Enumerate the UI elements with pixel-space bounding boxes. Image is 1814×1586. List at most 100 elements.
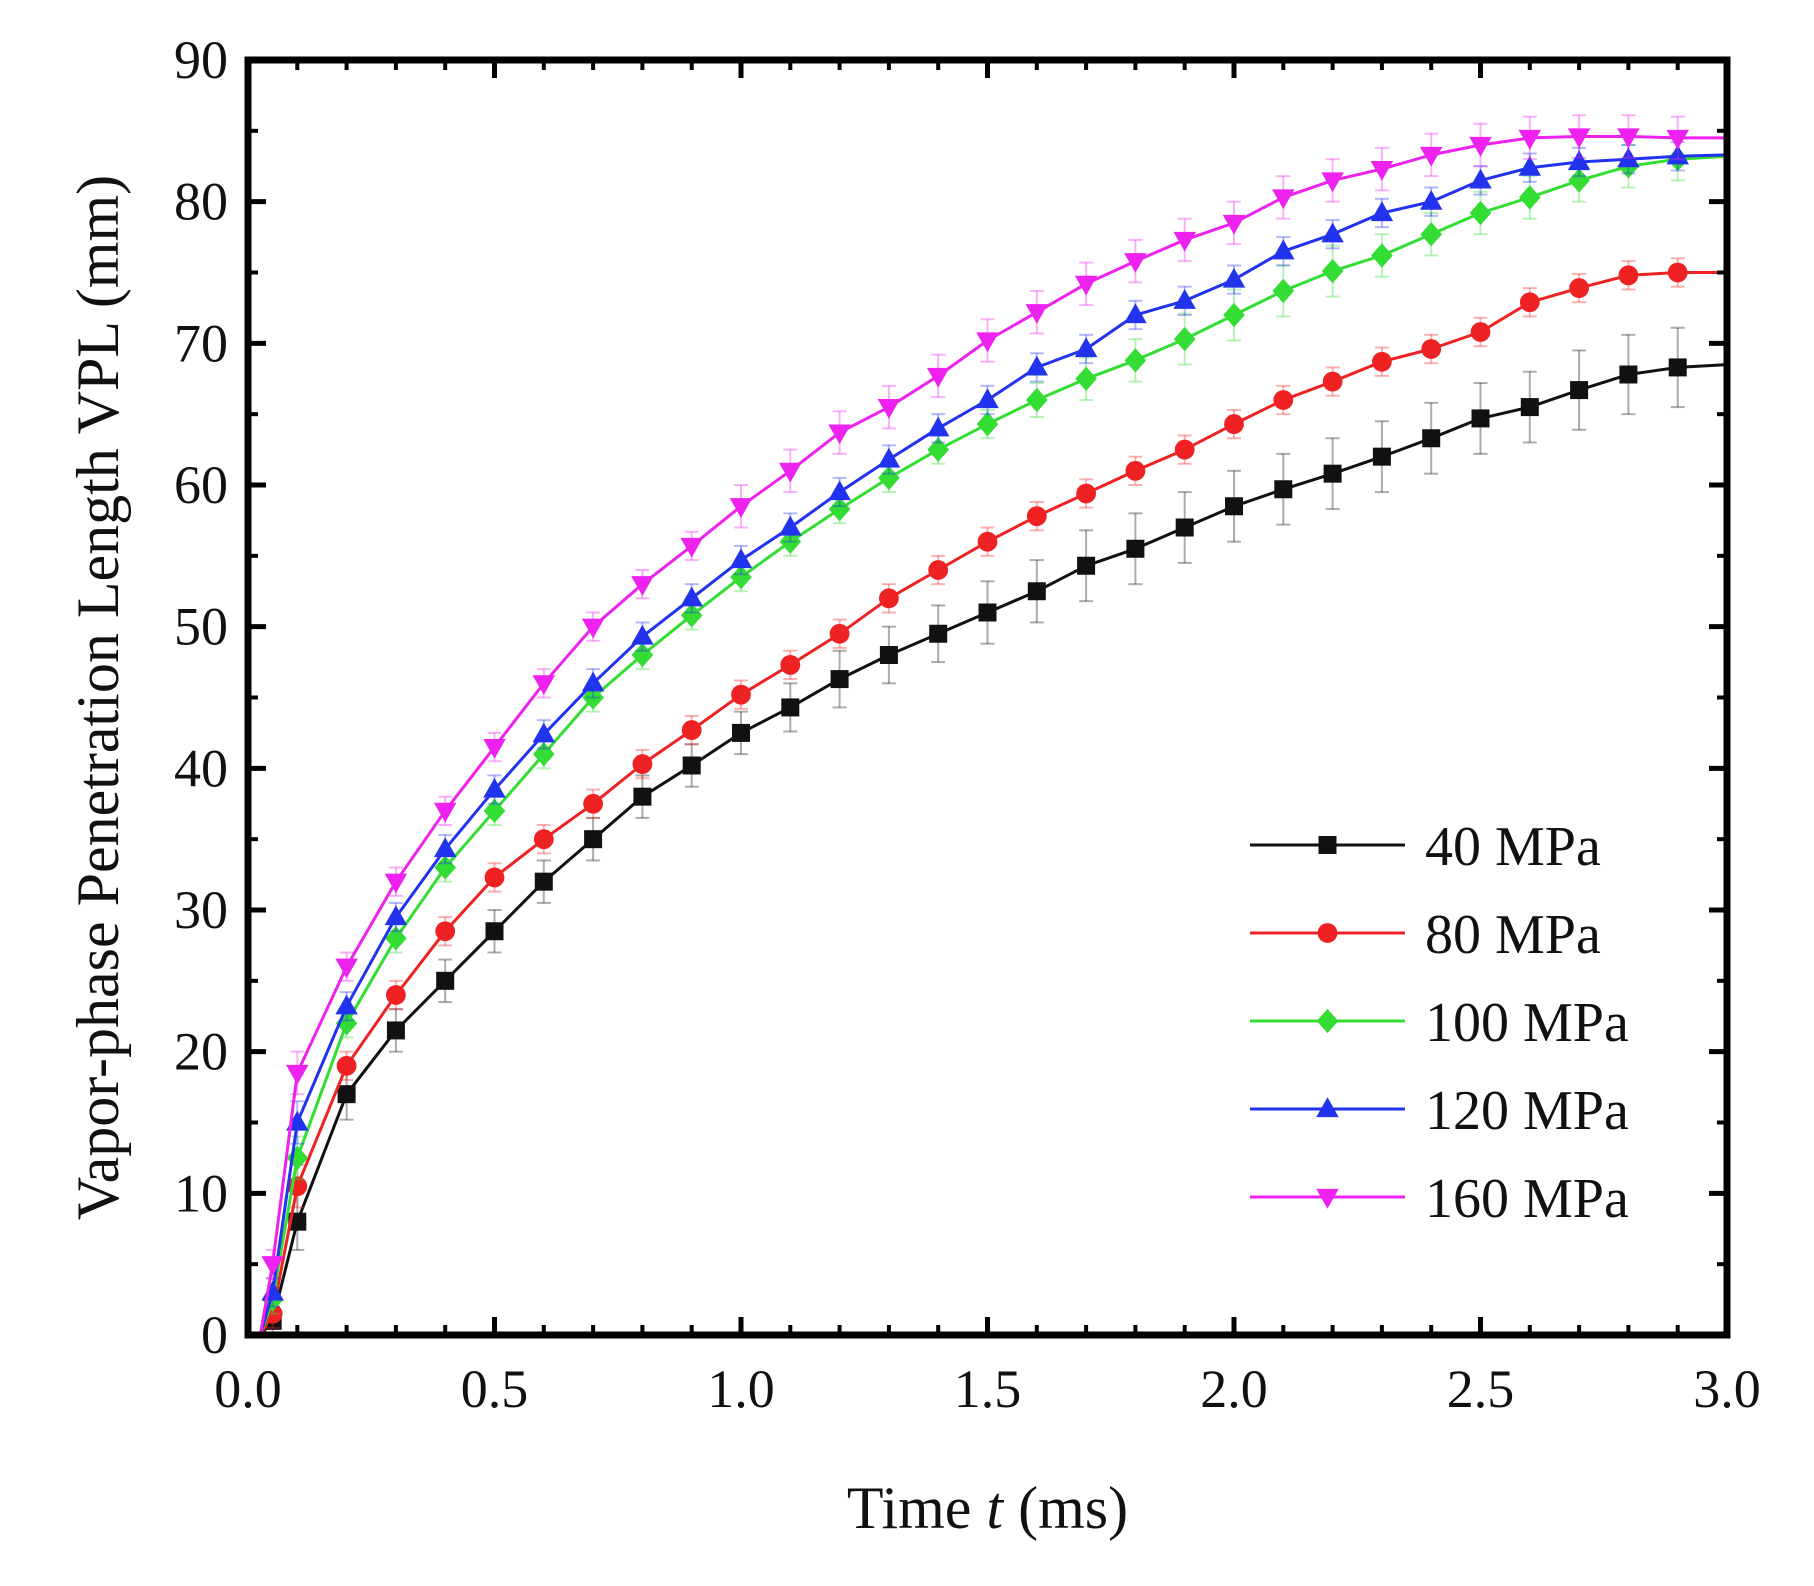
- legend-marker: [1316, 1008, 1339, 1034]
- data-point: [632, 754, 653, 774]
- data-point: [780, 655, 801, 675]
- data-point: [1126, 539, 1145, 558]
- data-point: [1518, 155, 1542, 176]
- data-point: [1569, 278, 1589, 298]
- legend: 40 MPa 80 MPa 100 MPa 120 MPa 160 MPa: [1250, 816, 1629, 1230]
- data-point: [1372, 447, 1391, 466]
- data-point: [534, 872, 553, 891]
- data-point: [1471, 409, 1490, 428]
- data-point: [877, 398, 901, 419]
- data-point: [1370, 160, 1394, 181]
- data-point: [682, 756, 701, 775]
- legend-marker: [1318, 836, 1337, 854]
- data-point: [433, 837, 457, 858]
- data-point: [533, 829, 554, 850]
- data-point: [485, 922, 504, 941]
- data-point: [1419, 146, 1443, 167]
- data-point: [1519, 185, 1541, 210]
- series-120-mpa: [258, 141, 1728, 1336]
- legend-label: 120 MPa: [1425, 1080, 1629, 1142]
- data-point: [1618, 265, 1639, 286]
- x-tick-label: 3.0: [1693, 1359, 1761, 1419]
- data-point: [1617, 128, 1640, 149]
- data-point: [978, 603, 997, 622]
- data-point: [1224, 414, 1244, 434]
- x-axis-title-prefix: Time: [847, 1475, 987, 1541]
- data-point: [1274, 480, 1293, 499]
- data-point: [1222, 267, 1246, 288]
- data-point: [829, 623, 850, 644]
- data-point: [484, 867, 505, 888]
- x-tick-label: 2.0: [1200, 1359, 1268, 1419]
- y-tick-label: 90: [174, 30, 228, 90]
- data-point: [680, 603, 703, 628]
- data-point: [483, 798, 506, 823]
- data-point: [1223, 302, 1245, 328]
- data-point: [1520, 398, 1539, 417]
- data-point: [436, 971, 455, 990]
- data-point: [584, 830, 603, 849]
- data-point: [1419, 189, 1443, 210]
- x-axis-title-variable: t: [986, 1475, 1004, 1541]
- data-point: [729, 498, 753, 518]
- series-100-mpa: [258, 136, 1728, 1336]
- x-axis-title: Time t (ms): [847, 1475, 1128, 1541]
- y-axis-title: Vapor-phase Penetration Length VPL (mm): [65, 175, 131, 1220]
- x-tick-label: 2.5: [1447, 1359, 1515, 1419]
- data-point: [532, 722, 556, 743]
- series-line: [258, 135, 1727, 1336]
- y-tick-label: 60: [174, 455, 228, 515]
- data-point: [1469, 136, 1492, 157]
- data-point: [828, 496, 851, 522]
- data-point: [877, 447, 901, 468]
- y-tick-label: 0: [201, 1305, 228, 1365]
- legend-marker: [1317, 923, 1338, 943]
- data-point: [1420, 222, 1442, 247]
- data-point: [384, 873, 408, 894]
- data-point: [927, 437, 949, 462]
- data-point: [1568, 168, 1590, 193]
- data-point: [1322, 371, 1343, 392]
- data-point: [926, 416, 950, 437]
- data-point: [1124, 253, 1147, 273]
- data-point: [1321, 258, 1344, 284]
- legend-entry: 120 MPa: [1250, 1080, 1629, 1142]
- y-tick-label: 30: [174, 880, 228, 940]
- data-point: [681, 720, 702, 740]
- data-point: [335, 994, 358, 1015]
- data-point: [583, 793, 603, 814]
- series-80-mpa: [259, 257, 1727, 1336]
- data-point: [1421, 339, 1442, 359]
- legend-entry: 80 MPa: [1250, 904, 1601, 966]
- x-tick-label: 1.5: [954, 1359, 1022, 1419]
- data-point: [1323, 464, 1342, 483]
- data-point: [1570, 381, 1589, 400]
- data-point: [1619, 365, 1638, 384]
- data-point: [1567, 128, 1591, 149]
- data-point: [631, 624, 654, 645]
- data-point: [879, 646, 898, 664]
- data-point: [1075, 366, 1097, 391]
- data-point: [976, 411, 999, 437]
- data-point: [261, 1256, 284, 1276]
- data-point: [1125, 460, 1146, 481]
- data-point: [532, 675, 556, 696]
- data-point: [732, 723, 750, 742]
- data-point: [779, 515, 802, 536]
- x-tick-label: 0.5: [461, 1359, 529, 1419]
- data-point: [1371, 243, 1393, 268]
- legend-label: 80 MPa: [1425, 904, 1601, 966]
- data-point: [1518, 129, 1542, 150]
- data-point: [483, 777, 506, 798]
- data-point: [879, 588, 899, 609]
- data-point: [1422, 429, 1441, 448]
- data-point: [633, 787, 652, 806]
- x-tick-label: 0.0: [214, 1359, 282, 1419]
- data-point: [1272, 278, 1295, 304]
- y-tick-label: 70: [174, 313, 228, 373]
- series-40-mpa: [259, 326, 1728, 1336]
- data-point: [680, 537, 703, 558]
- data-point: [1173, 289, 1196, 309]
- data-point: [1025, 355, 1049, 376]
- data-point: [335, 1011, 358, 1036]
